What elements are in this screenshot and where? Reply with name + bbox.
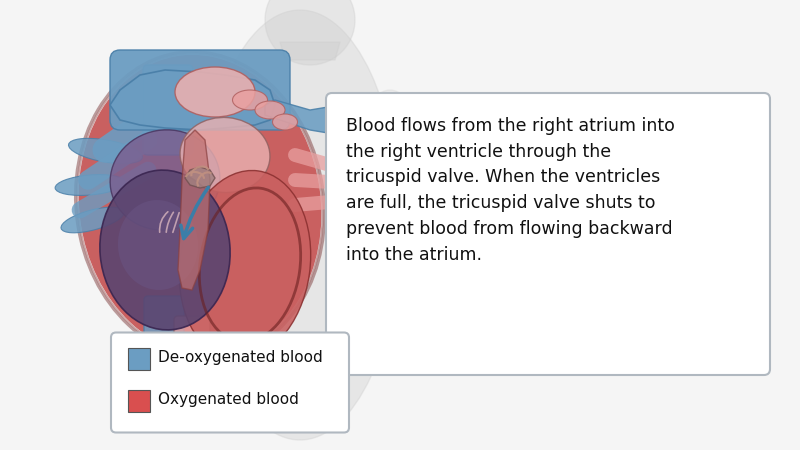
Polygon shape [265,100,345,135]
Ellipse shape [233,90,267,110]
FancyBboxPatch shape [111,333,349,432]
FancyBboxPatch shape [144,296,184,384]
FancyBboxPatch shape [326,93,770,375]
FancyBboxPatch shape [174,316,210,394]
Ellipse shape [175,67,255,117]
Ellipse shape [200,10,400,440]
Ellipse shape [185,100,255,280]
Ellipse shape [79,55,321,355]
Ellipse shape [255,101,285,119]
FancyBboxPatch shape [110,50,290,130]
Ellipse shape [350,90,430,290]
Ellipse shape [61,207,124,233]
Ellipse shape [110,130,220,230]
Ellipse shape [69,138,142,164]
Polygon shape [178,130,210,290]
Text: Blood flows from the right atrium into
the right ventricle through the
tricuspid: Blood flows from the right atrium into t… [346,117,675,264]
Circle shape [265,0,355,65]
Text: De-oxygenated blood: De-oxygenated blood [158,350,322,365]
Polygon shape [185,167,215,188]
Polygon shape [280,42,340,60]
Ellipse shape [273,114,298,130]
Ellipse shape [55,175,125,195]
Polygon shape [110,70,275,130]
FancyBboxPatch shape [143,65,193,155]
Ellipse shape [100,170,230,330]
Ellipse shape [180,117,270,193]
Ellipse shape [179,171,310,360]
Ellipse shape [118,200,198,290]
FancyBboxPatch shape [128,390,150,411]
FancyBboxPatch shape [128,347,150,369]
Text: Oxygenated blood: Oxygenated blood [158,392,299,407]
